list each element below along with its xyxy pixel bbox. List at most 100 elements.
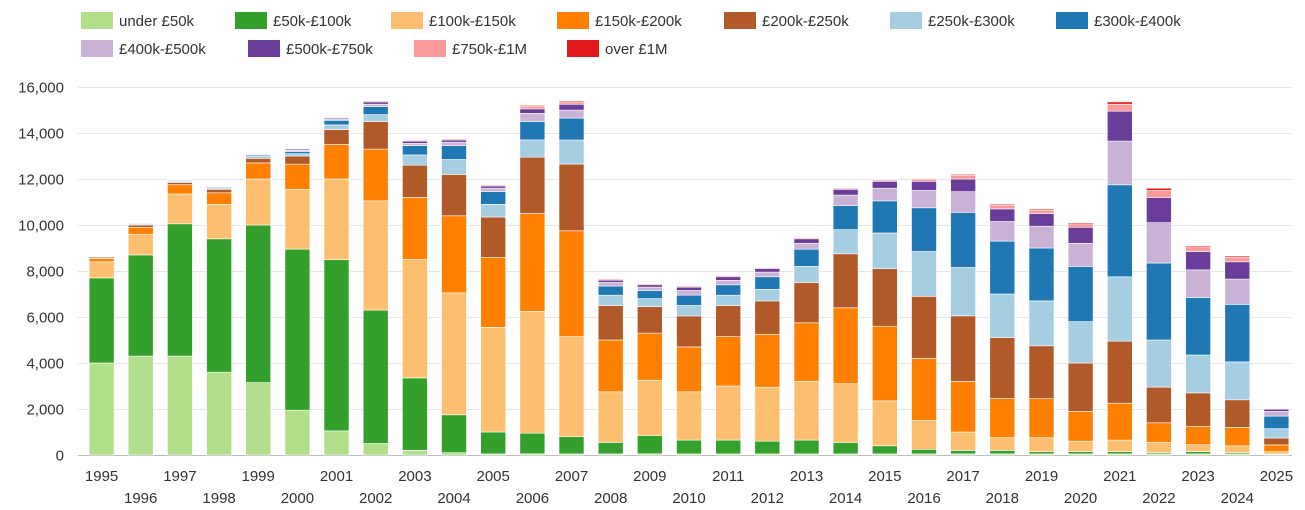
bar-2025-150k-200k (1263, 444, 1290, 453)
bar-1999-under-50k (245, 382, 271, 456)
bar-2020-300k-400k (1067, 266, 1094, 322)
bar-2013-over-1m (793, 236, 820, 238)
bar-2025-300k-400k (1263, 415, 1290, 430)
bar-2003-under-50k (402, 450, 428, 456)
y-tick-label: 16,000 (18, 80, 64, 97)
bar-2010-400k-500k (676, 290, 702, 296)
x-tick-label: 1998 (202, 490, 235, 507)
bar-2012-250k-300k (754, 289, 781, 302)
bar-2018-50k-100k (989, 450, 1016, 455)
bar-2006-100k-150k (519, 310, 546, 434)
bar-stack-2021 (1107, 101, 1133, 456)
bar-2016-400k-500k (911, 190, 937, 209)
bar-stack-2012 (754, 266, 781, 456)
bar-2015-150k-200k (871, 325, 898, 402)
bar-stack-2022 (1146, 187, 1172, 456)
bar-1998-100k-150k (206, 204, 232, 240)
bar-2016-300k-400k (911, 207, 937, 252)
bar-2020-750k-1m (1067, 223, 1094, 228)
bar-2007-300k-400k (558, 117, 585, 141)
bar-2014-250k-300k (832, 229, 859, 255)
bar-2017-400k-500k (950, 191, 976, 213)
bar-2007-200k-250k (558, 163, 585, 232)
bar-2019-50k-100k (1028, 451, 1055, 455)
bar-2024-300k-400k (1224, 304, 1251, 363)
bar-2022-200k-250k (1146, 386, 1172, 424)
bar-2001-750k-1m (323, 117, 350, 119)
bar-2012-150k-200k (754, 333, 781, 388)
bar-2008-150k-200k (597, 339, 624, 393)
bar-2025-100k-150k (1263, 451, 1290, 455)
x-tick-label: 2021 (1103, 468, 1136, 485)
bar-2013-400k-500k (793, 243, 820, 250)
bar-2004-150k-200k (441, 215, 467, 294)
bar-2010-500k-750k (676, 286, 702, 291)
x-tick-label: 2020 (1064, 490, 1097, 507)
bar-2017-750k-1m (950, 175, 976, 180)
bar-2008-200k-250k (597, 305, 624, 341)
bar-2006-300k-400k (519, 121, 546, 141)
bar-2023-200k-250k (1185, 392, 1211, 427)
bar-1999-200k-250k (245, 158, 271, 164)
bar-1998-50k-100k (206, 238, 232, 373)
bar-2020-150k-200k (1067, 410, 1094, 442)
bar-2004-300k-400k (441, 145, 467, 160)
bar-2021-50k-100k (1107, 451, 1133, 455)
legend-item-100k-150k: £100k-£150k (391, 12, 516, 30)
bar-stack-2006 (519, 105, 546, 456)
bar-2000-250k-300k (284, 153, 311, 157)
bar-stack-2001 (323, 117, 350, 456)
x-tick-label: 2001 (320, 468, 353, 485)
x-tick-label: 2004 (437, 490, 470, 507)
bar-1999-250k-300k (245, 155, 271, 159)
bar-2008-400k-500k (597, 282, 624, 287)
legend-item-50k-100k: £50k-£100k (235, 12, 352, 30)
bar-2005-50k-100k (480, 431, 507, 455)
bar-2010-200k-250k (676, 315, 702, 348)
legend-item-over-1m: over £1M (567, 40, 668, 58)
bar-2024-over-1m (1224, 255, 1251, 258)
bar-stack-2002 (362, 100, 389, 456)
bar-2016-500k-750k (911, 181, 937, 191)
bar-1996-200k-250k (127, 224, 154, 228)
bar-2023-150k-200k (1185, 425, 1211, 445)
bar-2014-50k-100k (832, 442, 859, 455)
bar-2017-100k-150k (950, 431, 976, 451)
bar-2000-50k-100k (284, 248, 311, 411)
bar-2014-400k-500k (832, 194, 859, 206)
x-tick-label: 2022 (1142, 490, 1175, 507)
legend-swatch (391, 12, 423, 29)
bar-1996-under-50k (127, 355, 154, 456)
bar-2003-50k-100k (402, 377, 428, 451)
bar-stack-2013 (793, 236, 820, 456)
x-tick-label: 2012 (751, 490, 784, 507)
bar-2011-100k-150k (715, 385, 742, 441)
bar-1996-150k-200k (127, 227, 154, 235)
bar-1995-150k-200k (88, 258, 115, 263)
bar-2023-100k-150k (1185, 444, 1211, 452)
bar-2009-400k-500k (636, 286, 663, 291)
bar-2004-under-50k (441, 452, 467, 456)
legend-item-250k-300k: £250k-£300k (890, 12, 1015, 30)
gridlines (78, 87, 1292, 456)
bar-2024-250k-300k (1224, 361, 1251, 401)
x-tick-label: 2023 (1181, 468, 1214, 485)
bar-2020-50k-100k (1067, 451, 1094, 455)
legend-swatch (890, 12, 922, 29)
bar-2019-150k-200k (1028, 398, 1055, 439)
bar-2002-500k-750k (362, 101, 389, 105)
bar-1997-under-50k (167, 355, 193, 456)
x-tick-label: 2024 (1221, 490, 1254, 507)
bar-2018-500k-750k (989, 208, 1016, 222)
bar-2012-over-1m (754, 266, 781, 268)
bar-2008-50k-100k (597, 442, 624, 455)
bar-2009-100k-150k (636, 379, 663, 436)
bar-2016-150k-200k (911, 358, 937, 421)
legend-label: £200k-£250k (762, 13, 849, 30)
bar-2006-over-1m (519, 105, 546, 107)
bar-2012-400k-500k (754, 271, 781, 278)
bar-2007-over-1m (558, 100, 585, 103)
legend-label: over £1M (605, 41, 668, 58)
bar-2001-200k-250k (323, 129, 350, 145)
bar-2022-400k-500k (1146, 222, 1172, 264)
